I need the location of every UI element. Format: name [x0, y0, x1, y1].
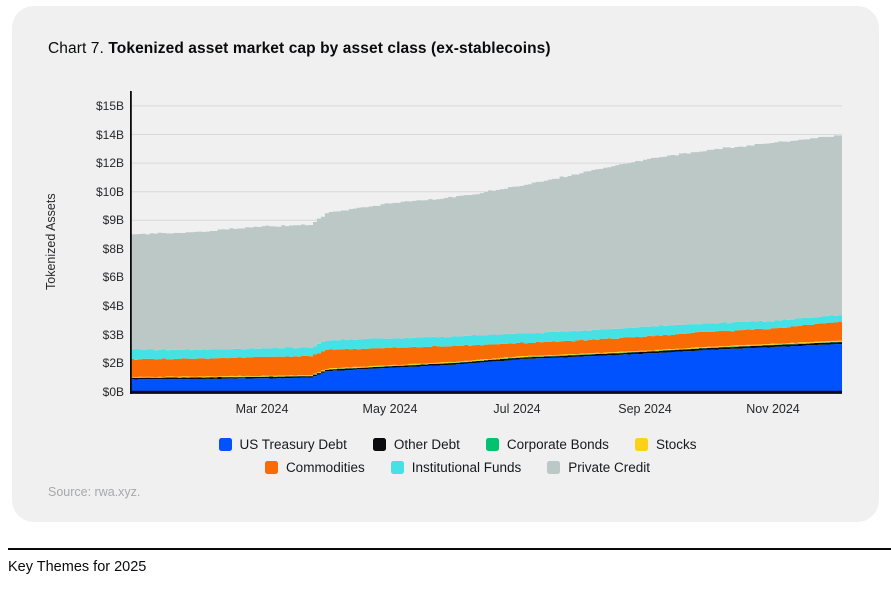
legend-label: Corporate Bonds: [506, 436, 609, 452]
legend-label: Private Credit: [568, 459, 651, 475]
y-tick-label: $12B: [95, 156, 124, 170]
legend-row: US Treasury Debt Other Debt Corporate Bond…: [218, 434, 697, 454]
area-institutional-funds: [130, 314, 842, 360]
chart-title: Chart 7. Tokenized asset market cap by a…: [48, 40, 551, 58]
x-tick-label: Sep 2024: [618, 402, 672, 416]
chart-number: Chart 7.: [48, 40, 104, 57]
legend-label: Commodities: [285, 459, 365, 475]
x-tick-label: Nov 2024: [746, 402, 800, 416]
x-axis-spine: [130, 390, 842, 394]
legend-swatch: [485, 437, 499, 451]
y-tick-label: $15B: [95, 99, 124, 113]
legend-swatch: [634, 437, 648, 451]
legend-label: Other Debt: [393, 436, 460, 452]
legend-item: US Treasury Debt: [218, 436, 347, 452]
legend-item: Other Debt: [372, 436, 460, 452]
y-tick-label: $10B: [95, 185, 124, 199]
y-axis-title: Tokenized Assets: [44, 193, 58, 290]
y-tick-label: $9B: [102, 213, 124, 227]
y-tick-label: $14B: [95, 128, 124, 142]
footer-section-title: Key Themes for 2025: [8, 559, 147, 575]
legend-item: Private Credit: [547, 460, 650, 475]
legend-item: Corporate Bonds: [485, 436, 609, 452]
stacked-area-plot: [130, 91, 842, 394]
area-private-credit: [130, 135, 842, 351]
y-tick-label: $8B: [102, 242, 124, 256]
legend-row: Commodities Institutional Funds Private Cr…: [264, 457, 650, 477]
legend-swatch: [264, 460, 278, 474]
area-stocks: [130, 340, 842, 378]
legend-label: Stocks: [655, 436, 697, 452]
area-other-debt: [130, 342, 842, 380]
y-tick-label: $2B: [102, 356, 124, 370]
footer-divider: [8, 548, 891, 550]
area-commodities: [130, 321, 842, 377]
y-tick-label: $4B: [102, 299, 124, 313]
legend-item: Commodities: [264, 459, 365, 475]
y-axis-spine: [130, 91, 132, 394]
legend-swatch: [218, 437, 232, 451]
y-tick-label: $6B: [102, 270, 124, 284]
area-corporate-bonds: [130, 341, 842, 378]
x-tick-label: Mar 2024: [235, 402, 289, 416]
area-us-treasury-debt: [130, 344, 842, 394]
chart-legend: US Treasury Debt Other Debt Corporate Bond…: [24, 434, 891, 477]
y-tick-label: $3B: [102, 328, 124, 342]
legend-swatch: [372, 437, 386, 451]
legend-item: Institutional Funds: [390, 459, 522, 475]
chart-title-text: Tokenized asset market cap by asset clas…: [108, 40, 551, 57]
legend-swatch: [390, 460, 404, 474]
y-tick-label: $0B: [102, 385, 124, 399]
x-tick-label: Jul 2024: [493, 402, 541, 416]
chart-card: Chart 7. Tokenized asset market cap by a…: [12, 6, 879, 522]
source-note: Source: rwa.xyz.: [48, 485, 141, 499]
legend-swatch: [547, 460, 561, 474]
x-tick-label: May 2024: [362, 402, 418, 416]
legend-label: Institutional Funds: [411, 459, 522, 475]
legend-item: Stocks: [634, 436, 697, 452]
legend-label: US Treasury Debt: [239, 436, 347, 452]
